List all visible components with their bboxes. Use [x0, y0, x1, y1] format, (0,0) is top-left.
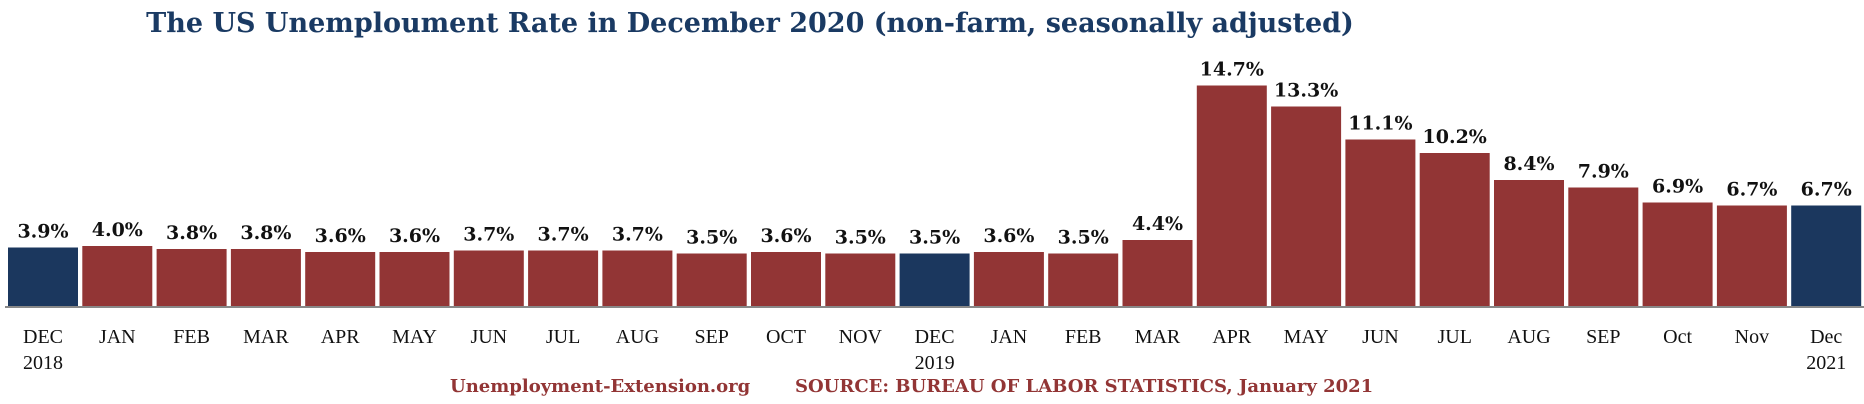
- category-label-23: Nov: [1735, 326, 1769, 348]
- category-label-22: Oct: [1663, 326, 1692, 348]
- bar-18: [1345, 139, 1416, 306]
- bar-16: [1196, 85, 1267, 306]
- bar-20: [1494, 180, 1564, 306]
- chart-title: The US Unemploument Rate in December 202…: [146, 8, 1354, 39]
- bar-7: [528, 250, 599, 306]
- bar-9: [676, 253, 747, 306]
- bar-3: [230, 249, 301, 306]
- category-label-7: JUL: [546, 326, 580, 348]
- category-label-18: JUN: [1362, 326, 1399, 348]
- value-label-24: 6.7%: [1801, 179, 1852, 201]
- value-label-8: 3.7%: [612, 224, 663, 246]
- category-label-9: SEP: [694, 326, 728, 348]
- bar-22: [1642, 202, 1713, 306]
- footer-source: SOURCE: BUREAU OF LABOR STATISTICS, Janu…: [795, 376, 1374, 397]
- bar-13: [973, 252, 1044, 306]
- category-label-12: DEC: [915, 326, 955, 348]
- value-label-19: 10.2%: [1423, 126, 1487, 148]
- value-label-4: 3.6%: [315, 225, 366, 247]
- category-label-0: DEC: [23, 326, 63, 348]
- category-label-14: FEB: [1065, 326, 1102, 348]
- value-label-18: 11.1%: [1348, 113, 1412, 135]
- category-label-10: OCT: [766, 326, 806, 348]
- bar-8: [602, 250, 673, 306]
- category-label-8: AUG: [616, 326, 659, 348]
- value-label-1: 4.0%: [92, 219, 143, 241]
- category-label-21: SEP: [1586, 326, 1620, 348]
- value-label-12: 3.5%: [909, 227, 960, 249]
- category-label-20: AUG: [1507, 326, 1550, 348]
- value-labels-group: 3.9% 4.0% 3.8% 3.8% 3.6% 3.6% 3.7% 3.7% 3.7% 3.5%…: [17, 59, 1851, 249]
- value-label-0: 3.9%: [17, 221, 68, 243]
- category-label-19: JUL: [1437, 326, 1471, 348]
- bar-23: [1716, 205, 1787, 306]
- value-label-7: 3.7%: [538, 224, 589, 246]
- category-label-24-line2: 2021: [1806, 352, 1846, 374]
- value-label-10: 3.6%: [760, 225, 811, 247]
- category-label-24: Dec: [1810, 326, 1842, 348]
- axis-labels-group: DEC 2018 JAN FEB MAR APR MAY JUN JUL AUG SEP OCT NOV…: [23, 326, 1846, 374]
- value-label-6: 3.7%: [463, 224, 514, 246]
- bar-10: [751, 252, 821, 306]
- bar-15: [1122, 240, 1193, 306]
- value-label-5: 3.6%: [389, 225, 440, 247]
- category-label-15: MAR: [1135, 326, 1181, 348]
- bar-4: [305, 252, 376, 306]
- bar-24: [1791, 205, 1862, 306]
- bar-14: [1048, 253, 1119, 306]
- value-label-17: 13.3%: [1274, 80, 1338, 102]
- value-label-14: 3.5%: [1058, 227, 1109, 249]
- value-label-21: 7.9%: [1578, 161, 1629, 183]
- bar-2: [156, 249, 227, 306]
- value-label-2: 3.8%: [166, 222, 217, 244]
- value-label-3: 3.8%: [240, 222, 291, 244]
- category-label-12-line2: 2019: [915, 352, 955, 374]
- bar-1: [82, 246, 153, 306]
- value-label-13: 3.6%: [983, 225, 1034, 247]
- bar-11: [825, 253, 896, 306]
- category-label-5: MAY: [392, 326, 437, 348]
- category-label-4: APR: [321, 326, 361, 348]
- value-label-15: 4.4%: [1132, 213, 1183, 235]
- value-label-11: 3.5%: [835, 227, 886, 249]
- category-label-13: JAN: [991, 326, 1028, 348]
- value-label-9: 3.5%: [686, 227, 737, 249]
- bar-0: [8, 247, 78, 306]
- category-label-16: APR: [1212, 326, 1252, 348]
- bar-6: [453, 250, 524, 306]
- value-label-16: 14.7%: [1200, 59, 1264, 81]
- category-label-17: MAY: [1284, 326, 1329, 348]
- value-label-20: 8.4%: [1503, 153, 1554, 175]
- footer-site: Unemployment-Extension.org: [450, 376, 751, 397]
- category-label-6: JUN: [470, 326, 507, 348]
- value-label-23: 6.7%: [1726, 179, 1777, 201]
- category-label-1: JAN: [99, 326, 136, 348]
- value-label-22: 6.9%: [1652, 176, 1703, 198]
- category-label-0-line2: 2018: [23, 352, 63, 374]
- bar-17: [1271, 106, 1342, 306]
- bar-12: [899, 253, 970, 306]
- category-label-3: MAR: [243, 326, 289, 348]
- bar-5: [379, 252, 450, 306]
- bar-21: [1568, 187, 1639, 306]
- category-label-11: NOV: [839, 326, 883, 348]
- bar-19: [1419, 153, 1490, 306]
- bars-group: [8, 85, 1862, 306]
- category-label-2: FEB: [173, 326, 210, 348]
